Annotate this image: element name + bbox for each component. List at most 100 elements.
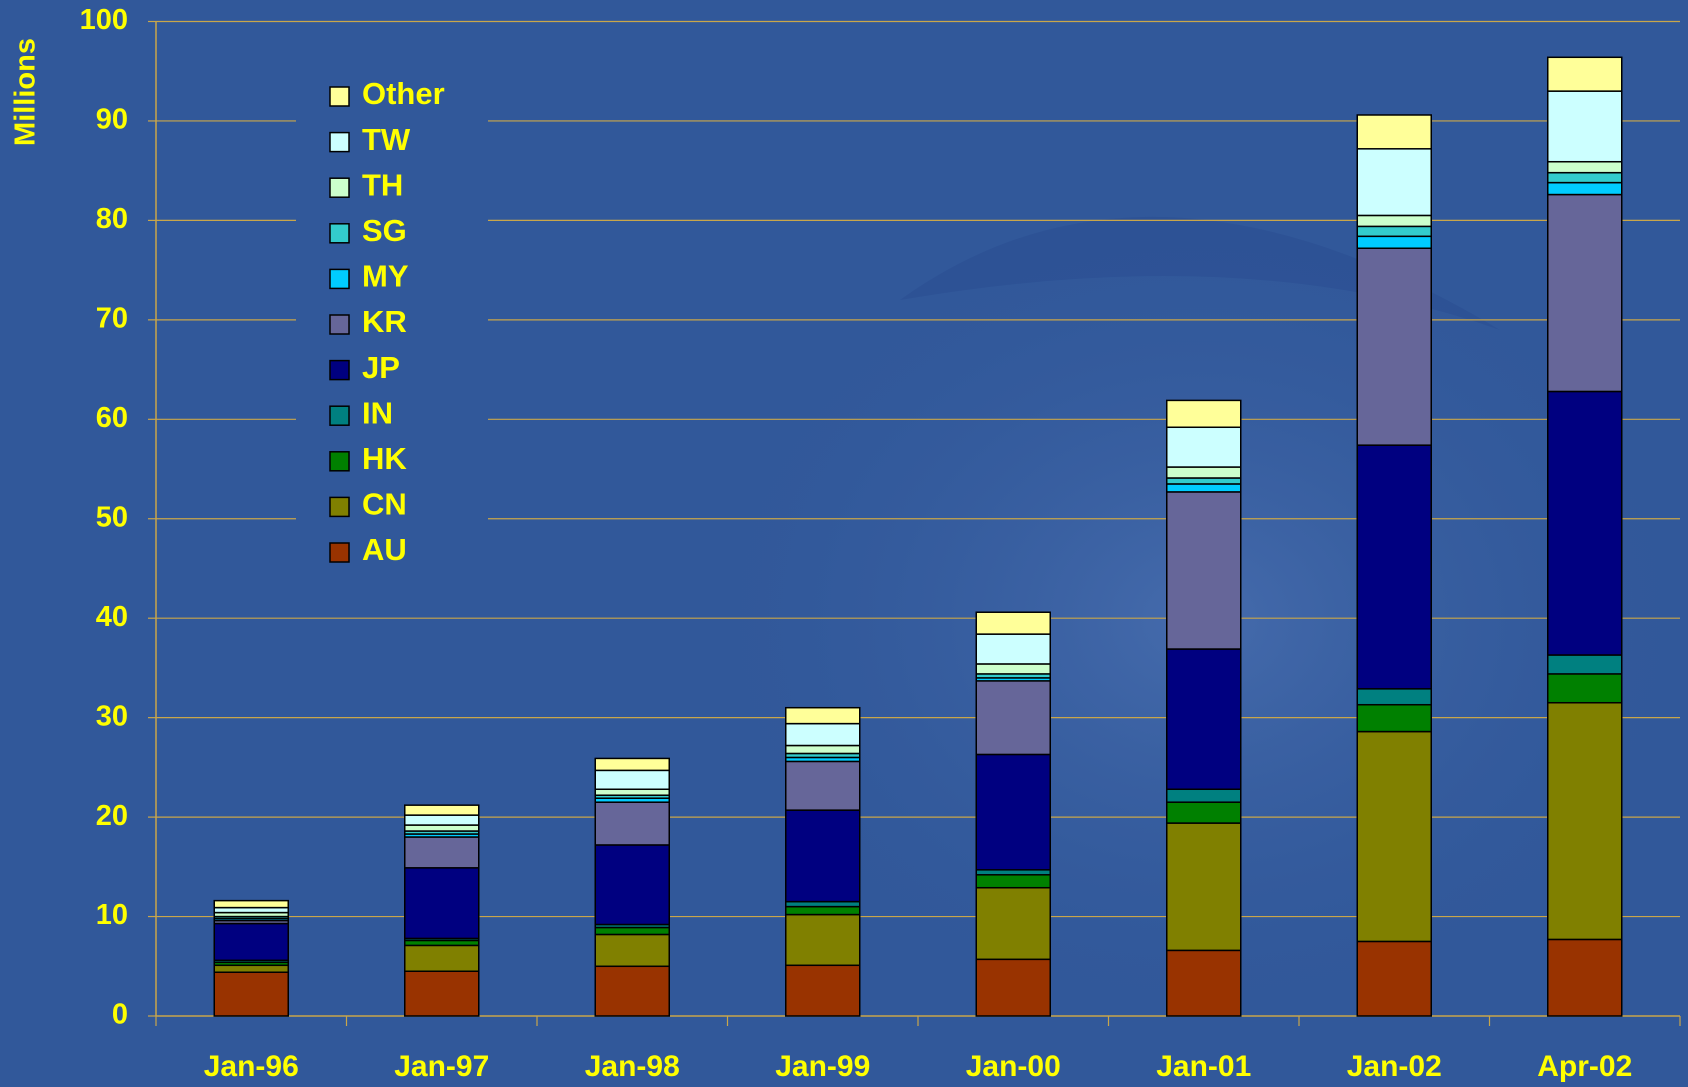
bar-segment: [786, 708, 860, 724]
y-tick-label: 40: [96, 601, 128, 633]
legend-swatch: [330, 87, 349, 106]
legend-swatch: [330, 543, 349, 562]
bar-segment: [1167, 478, 1241, 484]
bar-segment: [1357, 215, 1431, 226]
legend-label: Other: [362, 76, 445, 111]
legend-label: JP: [362, 350, 400, 385]
legend-label: MY: [362, 259, 409, 294]
y-tick-label: 100: [80, 4, 128, 36]
x-tick-label: Apr-02: [1537, 1050, 1632, 1083]
bar-segment: [595, 770, 669, 789]
bar-segment: [405, 868, 479, 939]
bar-segment: [1548, 57, 1622, 91]
bar-segment: [1167, 649, 1241, 789]
bar-segment: [1167, 950, 1241, 1016]
bar-segment: [214, 924, 288, 961]
legend-label: AU: [362, 532, 407, 567]
y-tick-label: 80: [96, 203, 128, 235]
y-tick-label: 70: [96, 303, 128, 335]
bar-segment: [976, 634, 1050, 664]
bar-segment: [976, 612, 1050, 634]
bar-segment: [595, 789, 669, 795]
legend-swatch: [330, 224, 349, 243]
bar-segment: [1167, 823, 1241, 950]
chart: Millions 0102030405060708090100Jan-96Jan…: [0, 0, 1688, 1087]
legend-swatch: [330, 406, 349, 425]
legend-label: TW: [362, 122, 411, 157]
bar-segment: [214, 972, 288, 1016]
bar-segment: [1357, 149, 1431, 216]
bar-segment: [1548, 674, 1622, 703]
bar-segment: [1167, 400, 1241, 427]
bar-segment: [1357, 226, 1431, 236]
y-tick-label: 10: [96, 899, 128, 931]
bar-segment: [1548, 195, 1622, 392]
bar-segment: [1167, 789, 1241, 802]
legend-swatch: [330, 178, 349, 197]
bar-segment: [1548, 939, 1622, 1016]
y-axis-label: Millions: [10, 38, 42, 146]
bar-segment: [405, 945, 479, 971]
y-tick-label: 50: [96, 501, 128, 533]
legend-label: HK: [362, 441, 407, 476]
legend-label: CN: [362, 487, 407, 522]
bar-segment: [1167, 467, 1241, 478]
x-tick-label: Jan-02: [1347, 1050, 1442, 1083]
legend-label: SG: [362, 213, 407, 248]
x-tick-label: Jan-01: [1156, 1050, 1251, 1083]
bar-segment: [786, 915, 860, 966]
bar-segment: [1167, 427, 1241, 467]
legend-swatch: [330, 497, 349, 516]
bar-segment: [976, 754, 1050, 869]
bar-segment: [786, 810, 860, 901]
bar-segment: [595, 802, 669, 845]
bar-segment: [1548, 91, 1622, 162]
legend-label: IN: [362, 395, 393, 430]
bar-segment: [595, 758, 669, 770]
y-tick-label: 30: [96, 700, 128, 732]
y-tick-label: 0: [112, 999, 128, 1031]
x-tick-label: Jan-97: [394, 1050, 489, 1083]
bar-segment: [1548, 391, 1622, 655]
bar-segment: [1357, 445, 1431, 689]
legend-swatch: [330, 452, 349, 471]
bar-segment: [405, 837, 479, 868]
bar-segment: [1167, 802, 1241, 823]
bar-segment: [1548, 173, 1622, 183]
bar-segment: [214, 901, 288, 908]
bar-segment: [1357, 705, 1431, 732]
y-tick-label: 20: [96, 800, 128, 832]
x-tick-label: Jan-98: [585, 1050, 680, 1083]
bar-segment: [976, 664, 1050, 674]
bar-segment: [1357, 115, 1431, 149]
bar-segment: [1357, 732, 1431, 942]
y-tick-label: 90: [96, 104, 128, 136]
x-tick-label: Jan-00: [966, 1050, 1061, 1083]
bar-segment: [1357, 236, 1431, 248]
bar-segment: [405, 971, 479, 1016]
bar-segment: [976, 959, 1050, 1016]
bar-segment: [1357, 689, 1431, 705]
bar-segment: [976, 875, 1050, 888]
bar-segment: [405, 805, 479, 815]
y-tick-label: 60: [96, 402, 128, 434]
bar-segment: [786, 907, 860, 915]
x-tick-label: Jan-99: [775, 1050, 870, 1083]
bar-segment: [595, 927, 669, 934]
bar-segment: [1548, 655, 1622, 674]
bar-segment: [214, 965, 288, 972]
legend-label: KR: [362, 304, 407, 339]
bar-segment: [786, 761, 860, 810]
bar-segment: [786, 724, 860, 746]
legend-swatch: [330, 361, 349, 380]
bar-segment: [405, 825, 479, 831]
bar-segment: [595, 934, 669, 966]
bar-segment: [976, 888, 1050, 960]
bar-segment: [1167, 484, 1241, 492]
legend-swatch: [330, 315, 349, 334]
bar-segment: [1357, 248, 1431, 445]
bar-segment: [1167, 492, 1241, 649]
bar-segment: [1357, 941, 1431, 1016]
bar-segment: [405, 815, 479, 825]
bar-segment: [595, 845, 669, 925]
